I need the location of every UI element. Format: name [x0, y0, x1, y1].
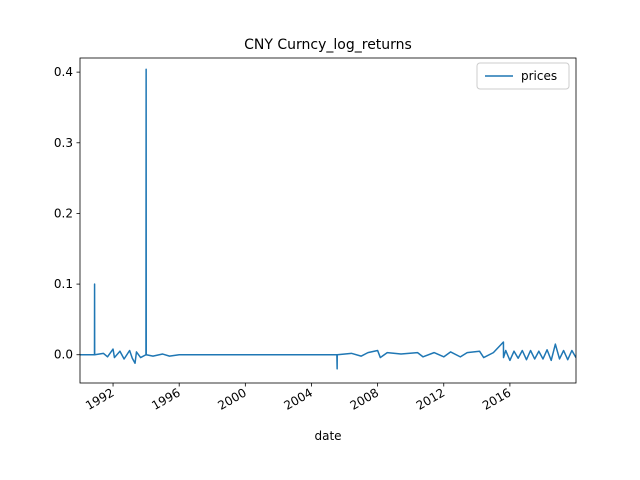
x-tick-label: 1992	[83, 385, 116, 412]
y-tick-label: 0.3	[54, 136, 73, 150]
legend-box	[476, 62, 570, 90]
x-tick-label: 2016	[480, 385, 513, 412]
y-tick-label: 0.0	[54, 348, 73, 362]
plot-frame	[79, 57, 577, 384]
legend-label: prices	[521, 69, 557, 83]
y-tick-label: 0.2	[54, 206, 73, 220]
x-tick-label: 2012	[414, 385, 447, 412]
x-tick-label: 1996	[149, 385, 182, 412]
legend: prices	[476, 62, 570, 90]
x-tick-label: 2000	[215, 385, 248, 412]
y-tick-label: 0.1	[54, 277, 73, 291]
series-line-prices	[80, 68, 576, 370]
x-tick-label: 2008	[348, 385, 381, 412]
x-tick-label: 2004	[282, 385, 315, 412]
y-tick-label: 0.4	[54, 65, 73, 79]
x-axis-label: date	[314, 429, 341, 443]
chart-title: CNY Curncy_log_returns	[244, 37, 412, 53]
